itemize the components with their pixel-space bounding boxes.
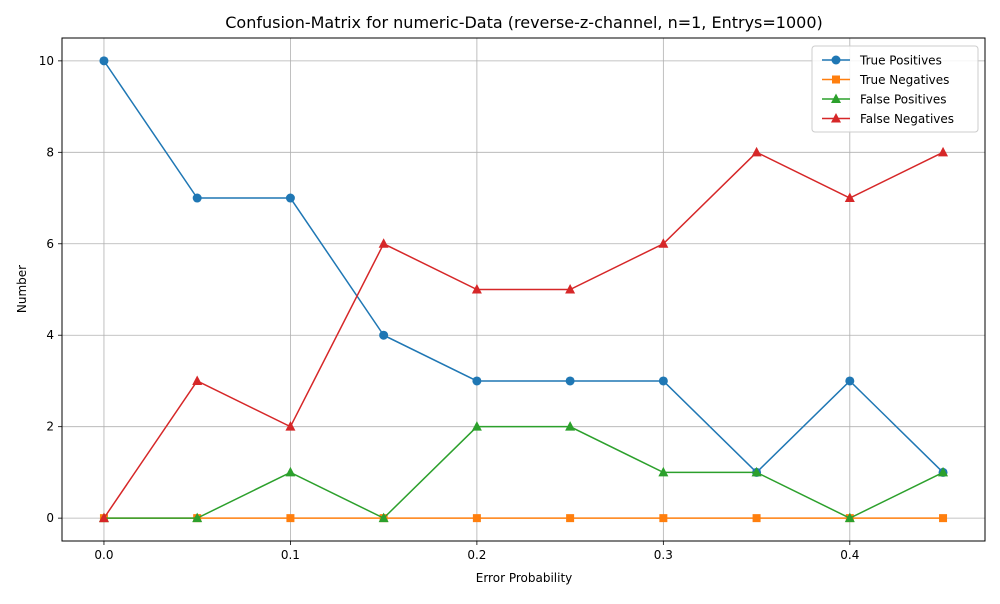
data-point — [938, 466, 949, 477]
data-point — [938, 146, 949, 157]
legend-label: False Positives — [860, 93, 946, 107]
x-tick-label: 0.4 — [840, 548, 859, 562]
data-point — [658, 466, 669, 477]
data-point — [99, 56, 109, 66]
data-point — [378, 238, 389, 248]
data-point — [471, 421, 482, 431]
y-axis-label: Number — [15, 265, 29, 313]
data-point — [471, 284, 482, 294]
series-true-negatives — [99, 514, 948, 523]
series-line — [103, 151, 944, 519]
series-true-positives — [99, 56, 948, 477]
x-axis-label: Error Probability — [476, 571, 573, 585]
chart-title: Confusion-Matrix for numeric-Data (rever… — [225, 13, 822, 32]
legend-item: False Positives — [822, 93, 946, 107]
series-line — [103, 425, 944, 520]
plot-area — [61, 37, 986, 542]
data-point — [192, 375, 203, 385]
series-false-negatives — [98, 146, 949, 523]
data-point — [844, 512, 855, 523]
x-tick-label: 0.0 — [94, 548, 113, 562]
data-point — [192, 512, 203, 523]
data-point — [285, 421, 296, 431]
y-tick-label: 4 — [46, 328, 54, 342]
legend-item: True Negatives — [822, 73, 949, 87]
data-point — [659, 514, 668, 523]
x-tick-label: 0.3 — [654, 548, 673, 562]
legend: True Positives True Negatives False Positi… — [811, 45, 979, 133]
data-point — [752, 514, 761, 523]
data-point — [751, 146, 762, 157]
data-point — [192, 193, 202, 203]
legend-marker — [831, 55, 841, 65]
data-point — [565, 284, 576, 294]
y-tick-label: 2 — [46, 420, 54, 434]
data-point — [286, 514, 295, 523]
data-point — [285, 193, 295, 203]
legend-marker — [832, 75, 840, 84]
y-tick-label: 10 — [39, 54, 54, 68]
legend-label: True Negatives — [859, 73, 949, 87]
legend-item: False Negatives — [822, 112, 954, 126]
legend-box — [811, 45, 979, 133]
data-point — [472, 376, 482, 386]
data-point — [565, 376, 575, 386]
legend-item: True Positives — [822, 54, 942, 68]
data-point — [285, 466, 296, 477]
data-point — [379, 330, 389, 340]
y-tick-label: 6 — [46, 237, 54, 251]
data-point — [98, 512, 109, 523]
data-point — [939, 514, 948, 523]
data-point — [472, 514, 481, 523]
series-line — [103, 60, 944, 474]
data-point — [751, 466, 762, 477]
data-point — [566, 514, 575, 523]
series-group — [98, 56, 949, 523]
data-point — [845, 376, 855, 386]
legend-label: True Positives — [859, 54, 942, 68]
data-point — [844, 192, 855, 203]
legend-marker — [831, 93, 841, 103]
x-tick-label: 0.1 — [281, 548, 300, 562]
series-false-positives — [98, 421, 949, 523]
data-point — [565, 421, 576, 431]
legend-marker — [831, 113, 841, 123]
data-point — [378, 512, 389, 523]
data-point — [658, 238, 669, 248]
y-tick-label: 0 — [46, 511, 54, 525]
y-tick-label: 8 — [46, 145, 54, 159]
x-tick-label: 0.2 — [467, 548, 486, 562]
data-point — [658, 376, 668, 386]
axis-ticks: 0.0 0.1 0.2 0.3 0.4 0 2 4 6 8 10 — [39, 54, 860, 562]
legend-label: False Negatives — [860, 112, 954, 126]
